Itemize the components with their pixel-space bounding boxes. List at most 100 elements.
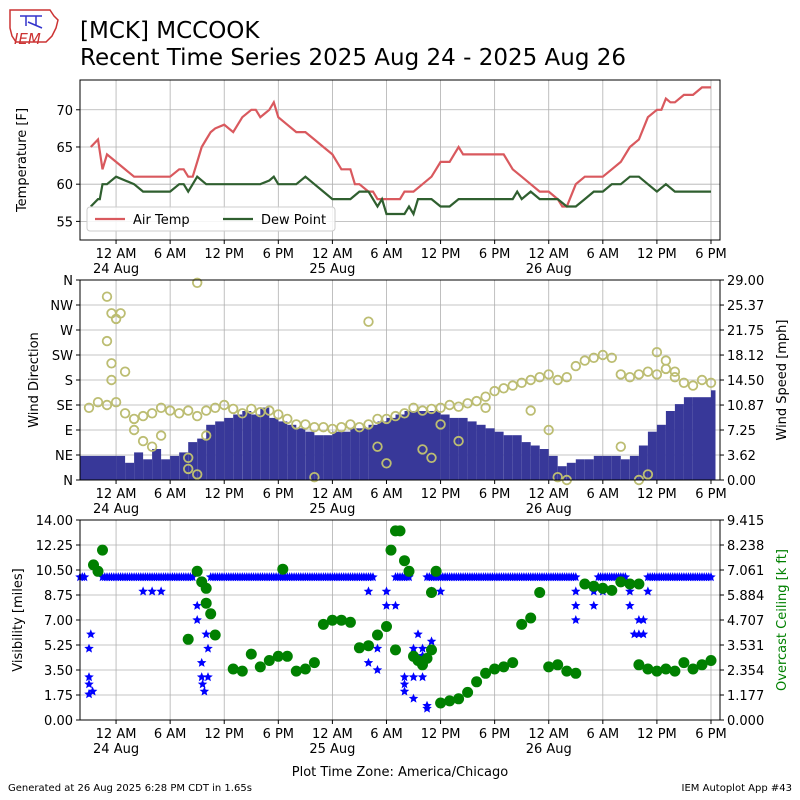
visibility-point — [390, 600, 401, 610]
wind-direction-point — [498, 383, 509, 394]
ceiling-point — [507, 657, 519, 669]
ceiling-point — [245, 648, 257, 660]
wind-direction-point — [106, 308, 117, 319]
wind-speed-bar — [170, 455, 180, 480]
wind-direction-point — [705, 377, 717, 389]
wind-direction-point — [354, 422, 365, 433]
y-tick-label: S — [65, 374, 73, 389]
y-tick-label: 65 — [56, 141, 73, 156]
ceiling-point — [299, 663, 311, 675]
visibility-point — [372, 665, 383, 674]
ceiling-point — [471, 676, 483, 688]
wind-direction-point — [669, 366, 681, 377]
y-tick-label: 60 — [56, 178, 73, 193]
wind-direction-point — [191, 277, 203, 289]
x-tick-label: 6 AM — [154, 247, 187, 262]
ceiling-point — [227, 663, 239, 675]
wind-direction-point — [381, 458, 392, 469]
wind-direction-point — [128, 424, 140, 436]
wind-speed-bar — [116, 455, 126, 480]
wind-direction-point — [516, 377, 527, 389]
visibility-point — [417, 643, 428, 653]
legend-label: Air Temp — [133, 213, 190, 228]
wind-direction-point — [237, 408, 248, 419]
x-tick-label: 12 AM — [528, 247, 569, 262]
wind-speed-bar — [404, 411, 414, 480]
wind-speed-bar — [431, 411, 441, 480]
x-date-label: 25 Aug — [309, 502, 355, 517]
ceiling-point — [308, 657, 320, 669]
ceiling-point — [385, 544, 397, 556]
ceiling-point — [317, 618, 329, 630]
x-date-label: 24 Aug — [93, 742, 139, 757]
x-tick-label: 12 AM — [312, 247, 353, 262]
wind-direction-point — [363, 419, 374, 430]
ceiling-point — [390, 644, 401, 656]
ceiling-point — [633, 659, 645, 671]
visibility-point — [638, 615, 649, 624]
ceiling-point — [326, 614, 338, 626]
wind-direction-point — [209, 402, 221, 414]
x-tick-label: 12 PM — [421, 487, 461, 502]
y-axis-label: Wind Direction — [27, 332, 42, 428]
ceiling-point — [272, 650, 284, 662]
wind-direction-point — [390, 410, 401, 422]
wind-speed-bar — [458, 417, 468, 480]
y-axis-label: Temperature [F] — [15, 108, 30, 213]
wind-direction-point — [489, 385, 500, 397]
wind-speed-bar — [233, 414, 243, 480]
ceiling-point — [543, 661, 555, 673]
wind-speed-bar — [711, 390, 716, 480]
wind-speed-bar — [476, 424, 486, 480]
ceiling-point — [534, 587, 546, 598]
ceiling-point — [660, 663, 672, 675]
ceiling-point — [263, 655, 275, 666]
y2-tick-label: 4.707 — [727, 614, 764, 629]
ceiling-point — [525, 612, 537, 624]
wind-direction-point — [155, 402, 167, 414]
x-tick-label: 6 AM — [154, 487, 187, 502]
x-date-label: 24 Aug — [93, 502, 139, 517]
wind-direction-point — [507, 380, 518, 391]
visibility-point — [422, 703, 432, 713]
visibility-point — [201, 629, 211, 639]
temperature-legend — [86, 206, 336, 232]
visibility-point — [571, 615, 581, 624]
wind-direction-point — [552, 472, 563, 483]
visibility-point — [399, 679, 410, 689]
y-tick-label: 1.75 — [44, 689, 73, 704]
wind-speed-bar — [494, 431, 504, 480]
x-tick-label: 6 PM — [479, 487, 510, 502]
wind-direction-point — [146, 441, 158, 452]
wind-direction-point — [597, 349, 609, 361]
wind-direction-point — [146, 408, 158, 419]
y2-tick-label: 21.75 — [727, 324, 764, 339]
wind-direction-point — [660, 363, 672, 375]
x-tick-label: 12 PM — [421, 247, 461, 262]
wind-speed-bar — [539, 449, 549, 480]
visibility-point — [625, 586, 635, 596]
wind-direction-point — [119, 408, 131, 419]
wind-speed-bar — [188, 442, 198, 480]
ceiling-point — [633, 578, 645, 590]
wind-direction-point — [678, 377, 690, 389]
x-tick-label: 6 AM — [370, 247, 403, 262]
ceiling-point — [462, 686, 474, 698]
wind-speed-bar — [287, 424, 297, 480]
x-tick-label: 6 AM — [370, 727, 403, 742]
x-tick-label: 6 PM — [263, 487, 294, 502]
ceiling-point — [353, 642, 365, 654]
wind-direction-point — [606, 352, 618, 364]
ceiling-point — [200, 597, 212, 609]
y2-tick-label: 0.00 — [727, 474, 756, 489]
wind-direction-point — [525, 405, 536, 416]
y2-tick-label: 3.62 — [727, 449, 756, 464]
wind-direction-point — [128, 413, 140, 425]
wind-speed-bar — [449, 417, 459, 480]
ceiling-point — [92, 565, 104, 577]
x-tick-label: 6 AM — [154, 727, 187, 742]
ceiling-point — [687, 663, 699, 675]
wind-direction-point — [155, 430, 167, 441]
chart-title-range: Recent Time Series 2025 Aug 24 - 2025 Au… — [80, 45, 627, 71]
visibility-point — [86, 629, 96, 639]
